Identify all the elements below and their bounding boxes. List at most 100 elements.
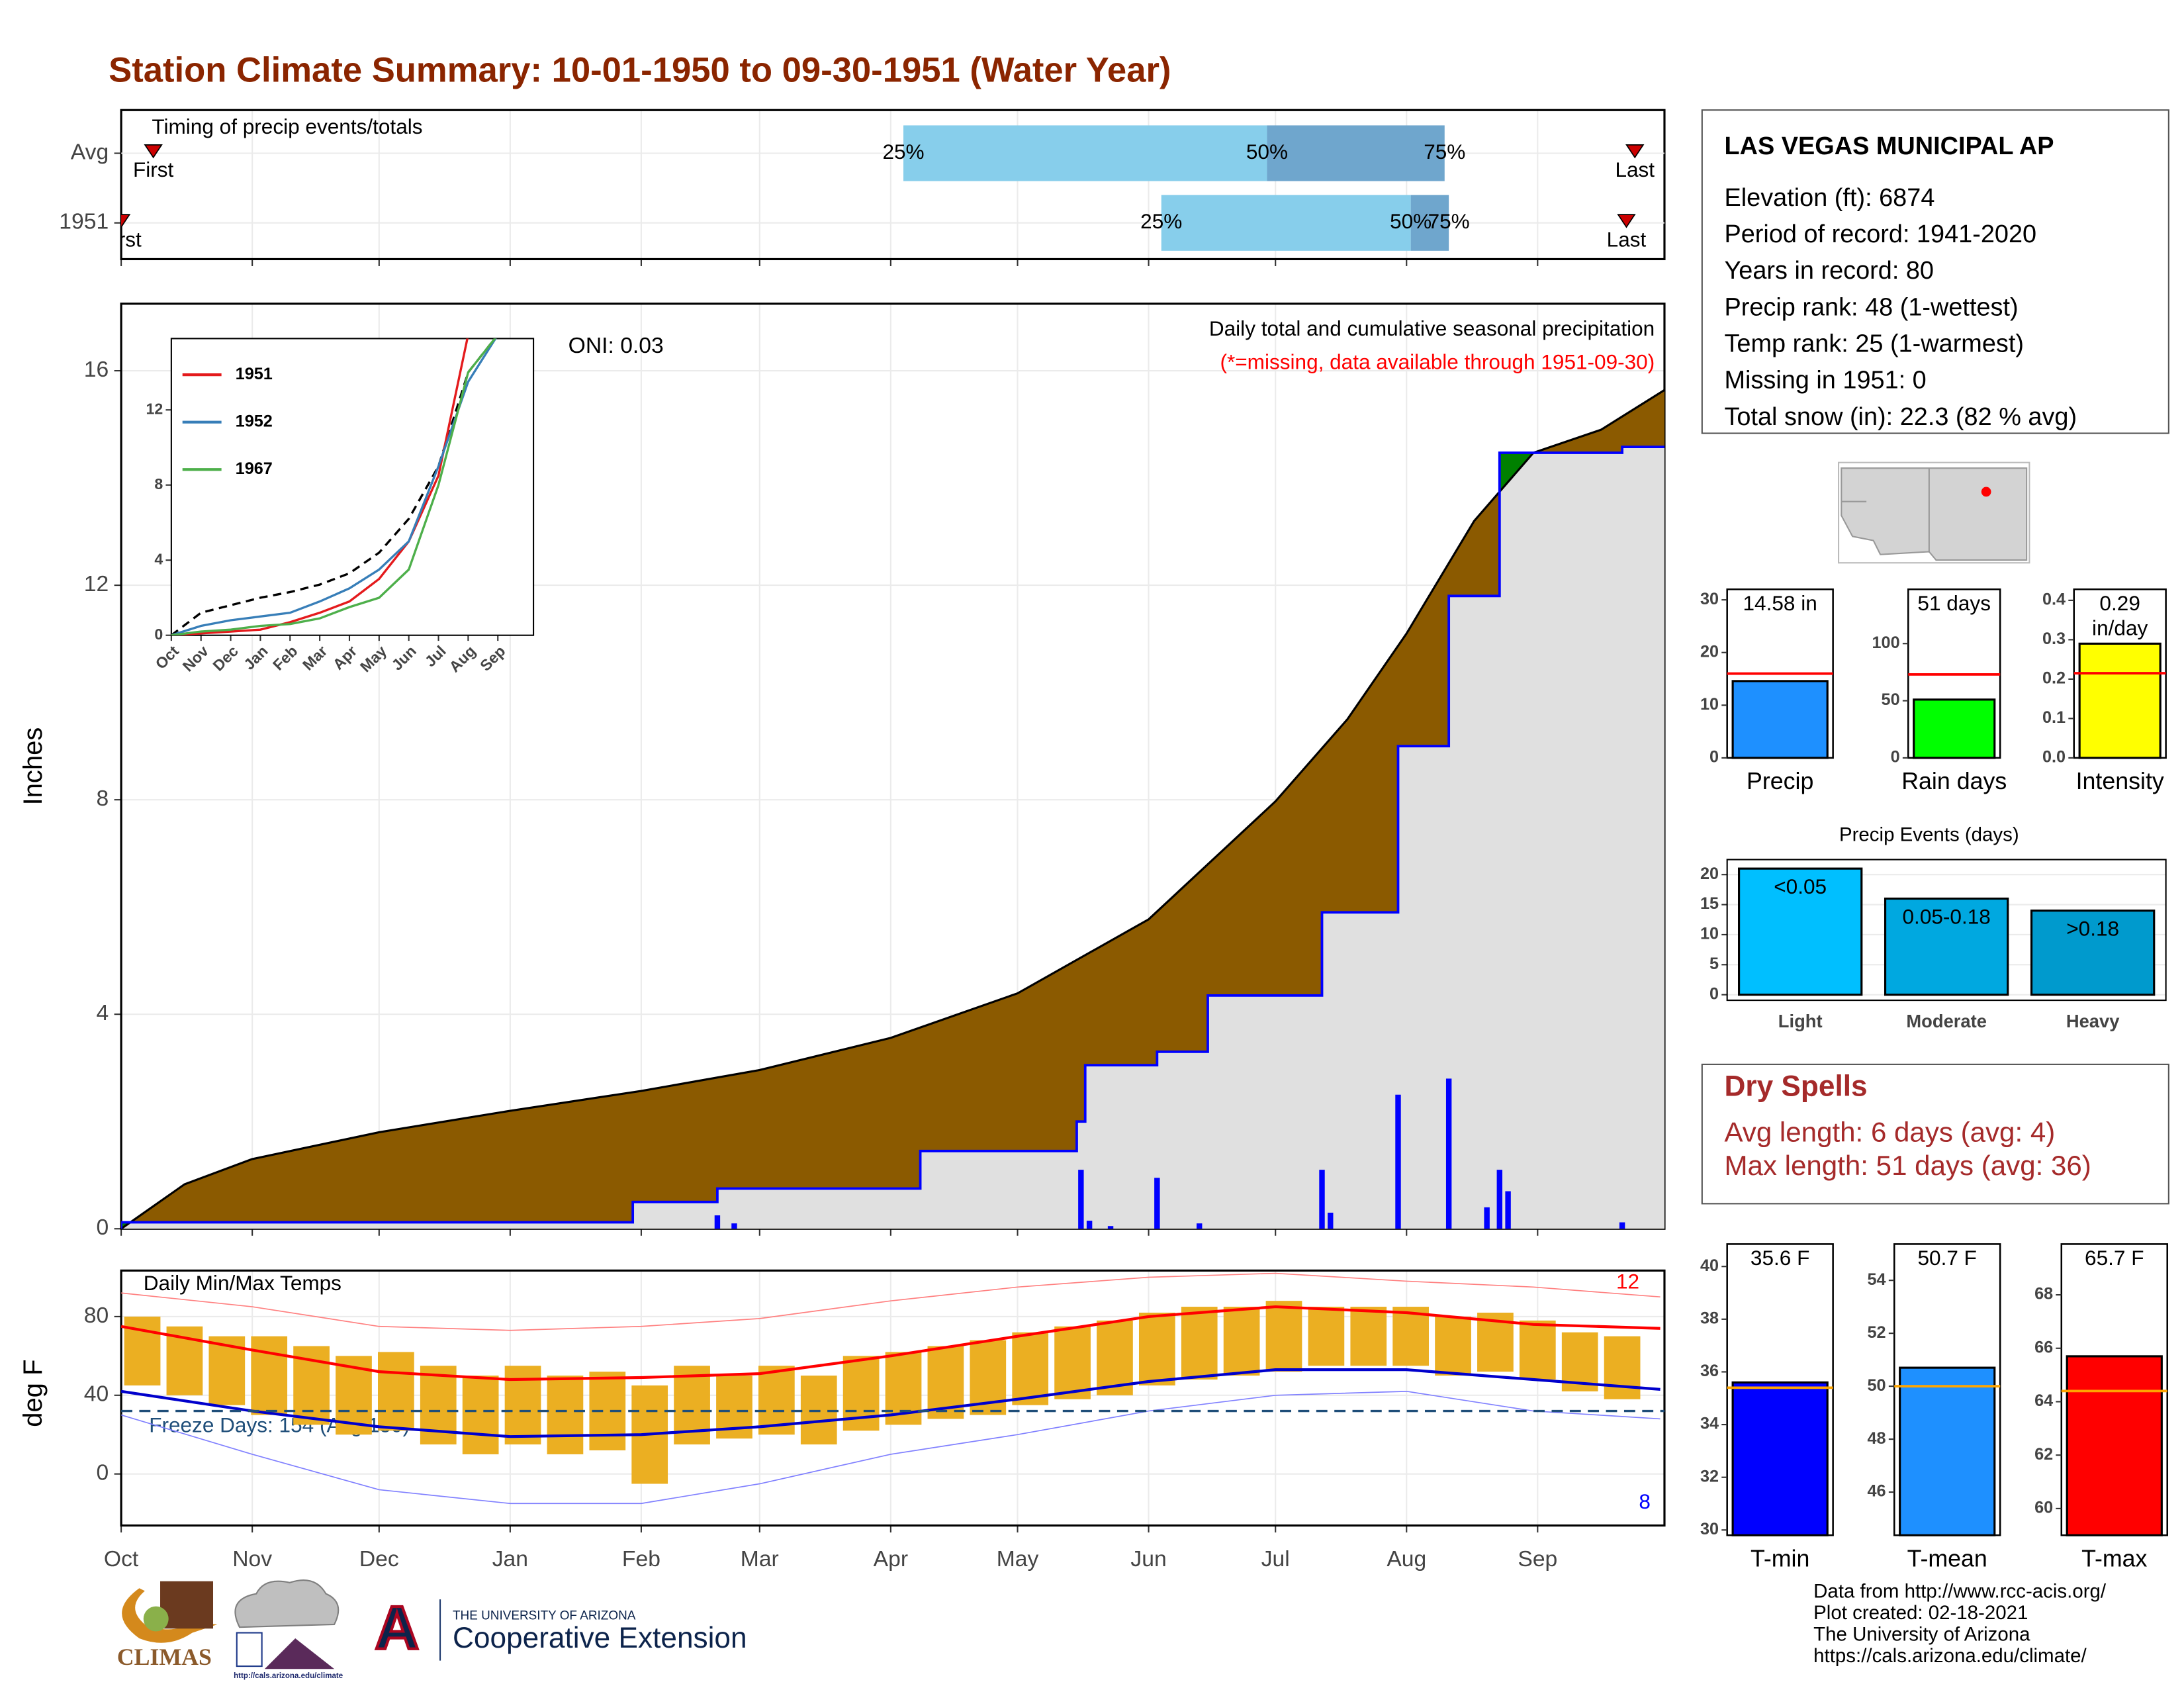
temp-range-bar [547,1376,584,1454]
precip-heading: Daily total and cumulative seasonal prec… [1209,316,1655,340]
legend-label: 1967 [236,459,273,478]
daily-bar [1154,1178,1160,1229]
temp-content [121,1272,1664,1505]
temp-range-bar [1350,1307,1387,1366]
average-line [121,389,1664,1229]
bin-label: <0.05 [1774,874,1827,898]
event-bar [2030,910,2156,996]
summary-bar-panel: 0 10 20 30 14.58 in Precip [1700,588,1834,794]
temp-range-bar [1012,1332,1049,1405]
x-tick-label: Heavy [2066,1011,2120,1031]
summary-bar [1899,1366,1996,1536]
station-line: Period of record: 1941-2020 [1724,220,2036,248]
y-tick-label: 0.2 [2042,669,2066,688]
y-tick-label: 40 [1700,1256,1719,1275]
daily-bar [1328,1212,1334,1229]
value-label: 65.7 F [2085,1246,2144,1271]
y-tick-label: 4 [96,1001,109,1025]
value-label-box: 35.6 F [1751,1247,1810,1271]
temp-range-bar [1308,1307,1345,1366]
temp-heading: Daily Min/Max Temps [144,1271,341,1295]
x-tick-label: Feb [622,1547,660,1571]
quartile-bar [1410,195,1449,251]
y-tick-label: 68 [2034,1285,2053,1303]
daily-bar [1319,1170,1325,1229]
x-tick-label: Mar [741,1547,779,1571]
y-tick-label: 32 [1700,1467,1719,1485]
y-tick-label: 30 [1700,1520,1719,1538]
summary-bar [2066,1355,2163,1536]
panel-label: Intensity [2076,768,2164,794]
y-tick-label: 80 [84,1303,109,1328]
station-line: Total snow (in): 22.3 (82 % avg) [1724,403,2077,431]
station-line: Missing in 1951: 0 [1724,367,1926,395]
y-tick-label: 10 [1700,695,1719,714]
csap-grid [236,1632,263,1667]
event-marker [144,144,163,159]
y-tick-label: 64 [2034,1391,2053,1410]
y-tick-label: 38 [1700,1309,1719,1328]
inset-line [171,338,496,635]
logos [122,1579,441,1669]
daily-bar [1505,1191,1511,1229]
temp-range-bar [1097,1320,1133,1395]
summary-bar-panel: 46 48 50 52 54 50.7 F T-mean [1868,1243,2001,1572]
y-tick-label: 0.1 [2042,708,2066,727]
dry-spells-frame [1701,1063,2169,1205]
y-tick-label: 100 [1872,633,1900,652]
inset-bg [171,338,534,635]
summary-bar [2078,642,2161,759]
ua-letter: A [375,1593,419,1662]
x-tick-label: Jul [1261,1547,1290,1571]
layers: Avg 1951 Timing of precip events/totals 25%… [19,109,2169,1680]
y-tick-label: 0 [96,1461,109,1485]
summary-bar [1731,680,1829,759]
y-axis-title: Inches [19,727,48,806]
x-tick-label: Moderate [1906,1011,1987,1031]
y-tick-label: 15 [1700,894,1719,913]
dry-spells-title: Dry Spells [1724,1070,1867,1102]
station-line: Elevation (ft): 6874 [1724,184,1934,212]
ua-text: THE UNIVERSITY OF ARIZONA [453,1609,636,1622]
csap-url: http://cals.arizona.edu/climate [234,1672,343,1680]
quartile-label: 50% [1246,140,1288,164]
y-tick-label: 8 [154,475,163,492]
event-marker [1617,214,1636,228]
y-tick-label: 16 [84,357,109,382]
y-tick-label: 48 [1868,1429,1886,1448]
daily-bar [1086,1221,1093,1229]
y-axis-title: deg F [19,1359,48,1427]
event-bar [1884,897,2009,996]
legend-label: 1952 [236,412,273,430]
page-title: Station Climate Summary: 10-01-1950 to 0… [109,50,1171,89]
precip-content [121,389,1664,1229]
temp-avg-max-line [121,1305,1661,1382]
y-tick-label: 0 [96,1215,109,1240]
climas-mark [143,1606,169,1632]
y-tick-label: 40 [84,1382,109,1407]
y-tick-label: 54 [1868,1270,1886,1289]
dry-spells-box: Dry Spells Avg length: 6 days (avg: 4)Max… [1701,1063,2169,1205]
panel-frame [120,1269,1666,1527]
temp-range-bar [1265,1301,1302,1372]
temp-range-bar [1392,1307,1430,1366]
summary-bar [1731,1381,1829,1536]
temp-avg-min-line [121,1368,1661,1438]
x-tick-label: Jun [1130,1547,1166,1571]
temp-range-bar [1519,1320,1556,1380]
y-tick-label: 20 [1700,642,1719,661]
daily-bar [1197,1223,1203,1229]
y-tick-label: 34 [1700,1415,1719,1433]
observed-area [121,447,1664,1229]
temp-range-bar [1435,1316,1471,1376]
inset-content [171,338,497,635]
quartile-label: 75% [1424,140,1465,164]
event-label: Last [1607,227,1647,251]
x-tick-label: May [997,1547,1039,1571]
station-line: Temp rank: 25 (1-warmest) [1724,330,2024,358]
value-label-box: 14.58 in [1743,592,1817,616]
dry-spells-line: Max length: 51 days (avg: 36) [1724,1150,2091,1181]
quartile-bar [1161,195,1411,251]
footer-line: Data from http://www.rcc-acis.org/ [1813,1580,2107,1602]
y-tick-label: 8 [96,786,109,811]
